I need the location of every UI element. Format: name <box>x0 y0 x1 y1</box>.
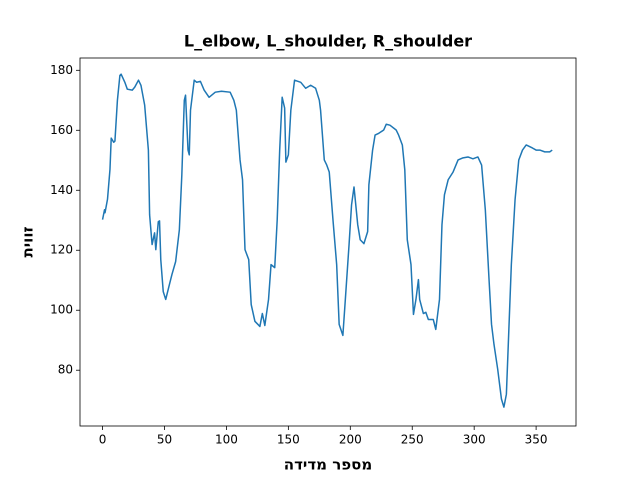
x-tick-label: 350 <box>525 433 548 447</box>
y-tick-label: 120 <box>50 243 73 257</box>
x-tick-label: 0 <box>99 433 107 447</box>
y-tick-label: 80 <box>58 363 73 377</box>
y-axis-label: זווית <box>19 227 37 258</box>
x-tick-label: 150 <box>277 433 300 447</box>
y-tick-label: 160 <box>50 123 73 137</box>
x-tick-label: 100 <box>215 433 238 447</box>
x-tick-label: 200 <box>339 433 362 447</box>
y-tick-label: 180 <box>50 63 73 77</box>
x-axis-label: מספר מדידה <box>284 456 372 474</box>
data-line <box>101 73 553 408</box>
x-tick-label: 50 <box>157 433 172 447</box>
x-tick-label: 250 <box>401 433 424 447</box>
y-tick-label: 100 <box>50 303 73 317</box>
y-tick-label: 140 <box>50 183 73 197</box>
chart-title: L_elbow, L_shoulder, R_shoulder <box>184 32 472 51</box>
plot-frame <box>79 57 577 427</box>
x-tick-label: 300 <box>463 433 486 447</box>
